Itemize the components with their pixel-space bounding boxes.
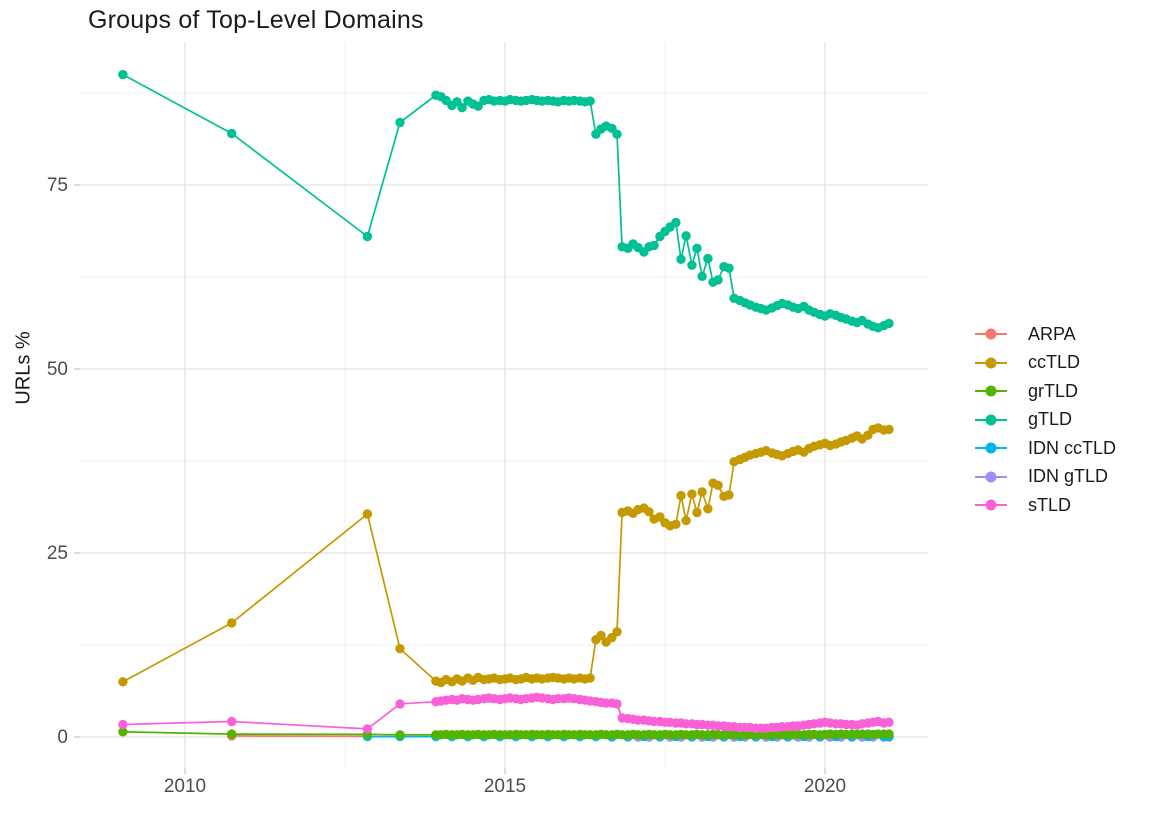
data-point xyxy=(703,504,713,514)
data-point xyxy=(671,519,681,529)
axis-ticks xyxy=(74,184,826,774)
legend: ARPA ccTLD grTLD gTLD IDN ccTLD IDN gTLD sTLD xyxy=(975,320,1116,520)
data-point xyxy=(649,240,659,251)
legend-item-stld: sTLD xyxy=(975,491,1116,520)
data-point xyxy=(687,260,697,270)
data-point xyxy=(724,490,734,500)
data-point xyxy=(884,729,894,739)
data-point xyxy=(395,644,405,654)
x-tick-label: 2015 xyxy=(484,776,526,797)
data-point xyxy=(713,275,723,285)
y-tick-label: 75 xyxy=(47,175,68,196)
data-point xyxy=(681,515,691,526)
series-stld xyxy=(118,692,894,734)
data-point xyxy=(703,253,713,264)
legend-key-icon xyxy=(975,385,1007,397)
data-point xyxy=(362,724,373,734)
data-point xyxy=(713,480,723,490)
data-point xyxy=(884,424,894,435)
x-tick-label: 2010 xyxy=(164,776,206,797)
series-arpa xyxy=(227,731,373,741)
data-point xyxy=(644,507,654,517)
data-point xyxy=(118,719,128,730)
data-point xyxy=(596,630,606,641)
legend-key-icon xyxy=(975,414,1007,426)
data-point xyxy=(362,231,373,242)
y-tick-labels: 0 25 50 75 xyxy=(47,175,68,748)
series-line xyxy=(122,73,890,329)
data-point xyxy=(362,509,373,519)
legend-item-idn-cctld: IDN ccTLD xyxy=(975,434,1116,463)
y-tick-label: 25 xyxy=(47,543,68,564)
y-tick-label: 50 xyxy=(47,359,68,380)
data-point xyxy=(227,618,237,628)
gridlines-minor xyxy=(80,42,928,768)
legend-key-icon xyxy=(975,442,1007,454)
legend-label: sTLD xyxy=(1028,494,1072,515)
legend-label: IDN ccTLD xyxy=(1028,437,1117,458)
x-tick-labels: 2010 2015 2020 xyxy=(164,776,846,797)
legend-label: IDN gTLD xyxy=(1028,466,1109,487)
data-point xyxy=(612,699,622,709)
data-point xyxy=(676,490,686,501)
legend-item-cctld: ccTLD xyxy=(975,349,1116,378)
data-point xyxy=(884,717,894,727)
data-point xyxy=(395,699,405,709)
data-point xyxy=(692,507,702,518)
data-point xyxy=(687,489,697,499)
data-point xyxy=(227,729,237,739)
data-point xyxy=(457,103,467,113)
legend-label: ARPA xyxy=(1028,323,1076,344)
legend-key-icon xyxy=(975,357,1007,369)
legend-key-icon xyxy=(975,499,1007,511)
data-point xyxy=(671,217,681,228)
series-line xyxy=(122,427,890,684)
data-point xyxy=(118,727,128,737)
data-point xyxy=(395,730,405,740)
legend-label: grTLD xyxy=(1028,380,1079,401)
data-point xyxy=(681,231,691,241)
data-point xyxy=(697,487,707,497)
legend-item-grtld: grTLD xyxy=(975,377,1116,406)
data-point xyxy=(612,129,622,139)
legend-item-idn-gtld: IDN gTLD xyxy=(975,463,1116,492)
data-point xyxy=(227,128,237,139)
data-point xyxy=(395,117,405,128)
legend-label: gTLD xyxy=(1028,409,1073,430)
data-point xyxy=(473,101,483,111)
y-tick-label: 0 xyxy=(57,727,68,748)
data-point xyxy=(118,69,128,80)
legend-item-gtld: gTLD xyxy=(975,406,1116,435)
chart-title: Groups of Top-Level Domains xyxy=(88,6,424,34)
data-point xyxy=(692,243,702,253)
data-point xyxy=(884,318,894,329)
legend-label: ccTLD xyxy=(1028,352,1081,373)
data-point xyxy=(612,627,622,637)
data-point xyxy=(118,677,128,687)
legend-key-icon xyxy=(975,328,1007,340)
series-cctld xyxy=(118,423,894,688)
legend-item-arpa: ARPA xyxy=(975,320,1116,349)
data-point xyxy=(585,673,595,683)
series-gtld xyxy=(118,69,894,333)
legend-key-icon xyxy=(975,471,1007,483)
data-point xyxy=(227,716,237,727)
data-point xyxy=(676,254,686,264)
data-point xyxy=(585,96,595,106)
x-tick-label: 2020 xyxy=(804,776,846,797)
gridlines-major xyxy=(80,42,928,768)
data-point xyxy=(724,263,734,273)
data-point xyxy=(697,271,707,281)
